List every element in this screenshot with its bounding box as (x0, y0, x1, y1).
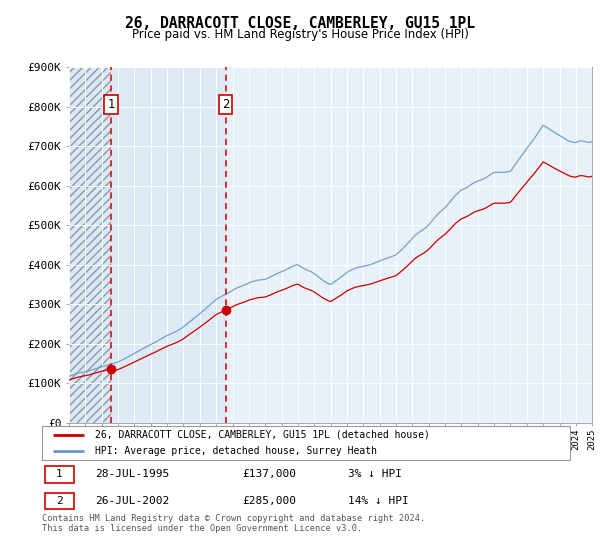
FancyBboxPatch shape (44, 493, 74, 510)
Text: £137,000: £137,000 (242, 469, 296, 479)
Text: 1: 1 (107, 98, 115, 111)
Text: HPI: Average price, detached house, Surrey Heath: HPI: Average price, detached house, Surr… (95, 446, 377, 456)
Text: 1: 1 (56, 469, 62, 479)
Text: Contains HM Land Registry data © Crown copyright and database right 2024.
This d: Contains HM Land Registry data © Crown c… (42, 514, 425, 534)
Text: 14% ↓ HPI: 14% ↓ HPI (348, 496, 409, 506)
Bar (69, 67, 111, 423)
Text: £285,000: £285,000 (242, 496, 296, 506)
Text: 26-JUL-2002: 26-JUL-2002 (95, 496, 169, 506)
Bar (111, 67, 226, 423)
Text: 3% ↓ HPI: 3% ↓ HPI (348, 469, 402, 479)
Text: 26, DARRACOTT CLOSE, CAMBERLEY, GU15 1PL (detached house): 26, DARRACOTT CLOSE, CAMBERLEY, GU15 1PL… (95, 430, 430, 440)
FancyBboxPatch shape (44, 466, 74, 483)
Text: 26, DARRACOTT CLOSE, CAMBERLEY, GU15 1PL: 26, DARRACOTT CLOSE, CAMBERLEY, GU15 1PL (125, 16, 475, 31)
FancyBboxPatch shape (42, 426, 570, 460)
Text: Price paid vs. HM Land Registry's House Price Index (HPI): Price paid vs. HM Land Registry's House … (131, 28, 469, 41)
Text: 2: 2 (222, 98, 229, 111)
Text: 28-JUL-1995: 28-JUL-1995 (95, 469, 169, 479)
Text: 2: 2 (56, 496, 62, 506)
